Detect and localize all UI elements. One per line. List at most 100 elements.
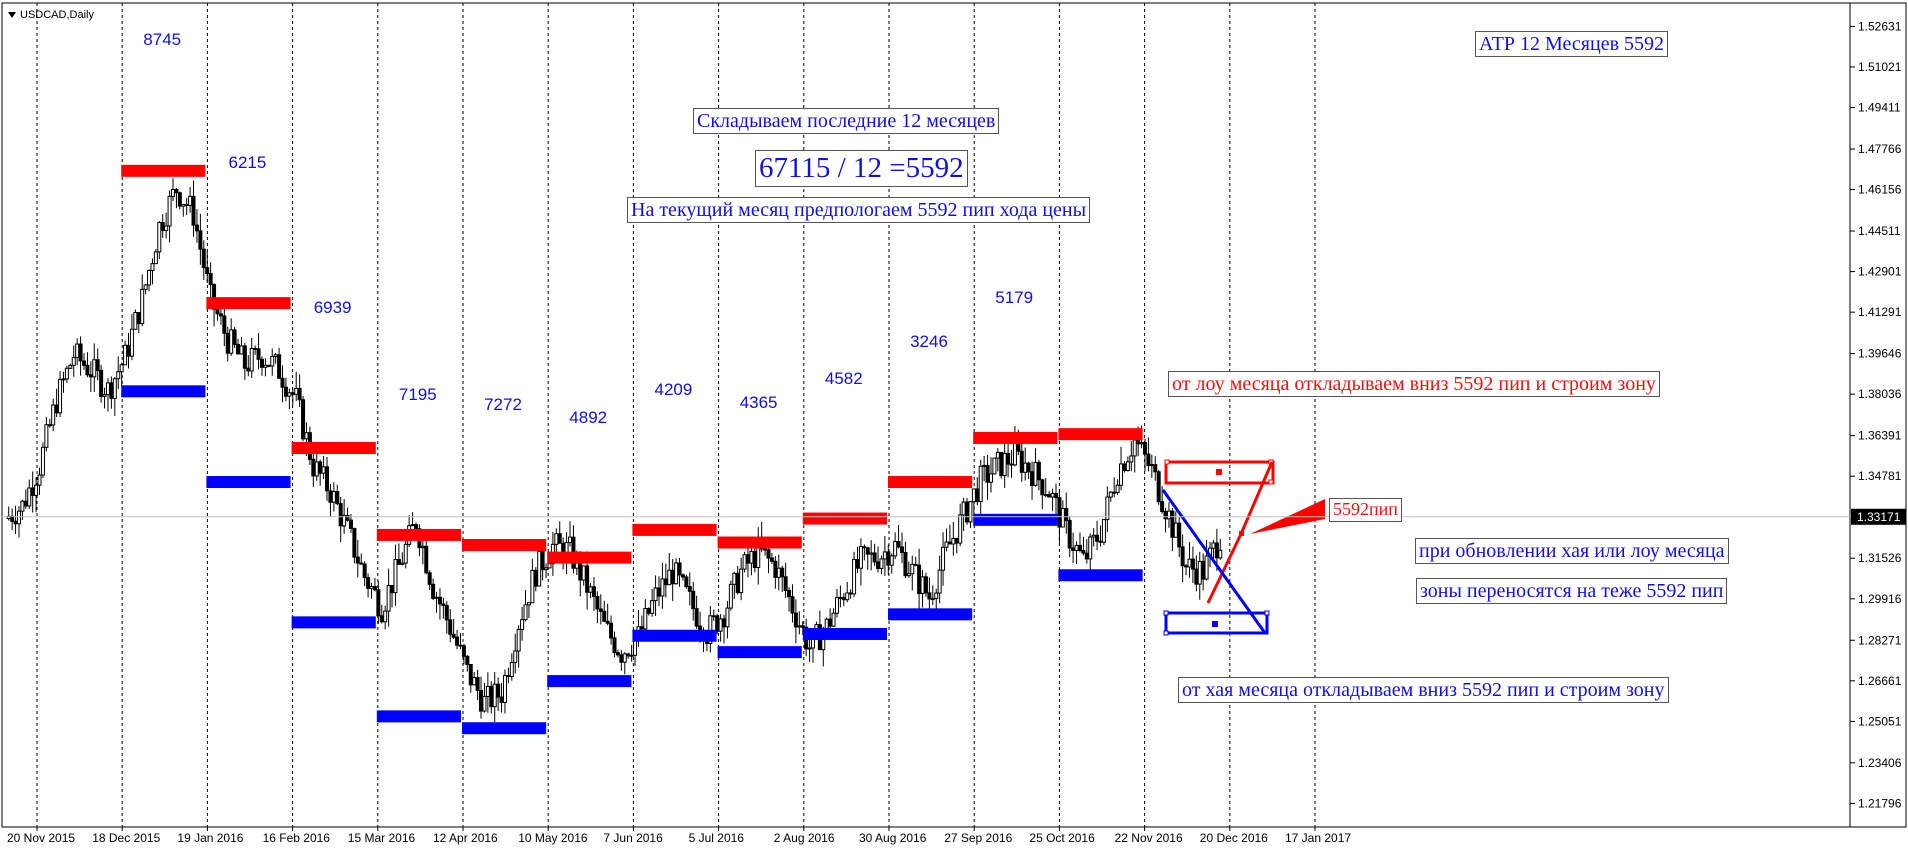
month-range-label: 4365 [739,392,778,412]
bearish-candle [646,607,651,614]
bullish-candle [742,554,747,570]
bearish-candle [1177,522,1182,548]
bullish-candle [369,586,374,589]
bearish-candle [872,552,877,563]
bullish-candle [393,559,398,594]
bullish-candle [188,195,193,206]
bearish-candle [301,399,306,440]
bullish-candle [16,510,21,525]
bearish-candle [325,466,330,492]
bullish-candle [971,488,976,503]
bearish-candle [253,347,258,350]
bearish-candle [1026,462,1031,473]
bullish-candle [61,378,66,381]
bullish-candle [410,524,415,527]
y-tick-label: 1.49411 [1858,101,1901,115]
bearish-candle [1214,542,1219,559]
bearish-candle [13,520,18,525]
bullish-candle [75,343,80,358]
bearish-candle [591,586,596,598]
bullish-candle [838,596,843,599]
bearish-candle [619,654,624,663]
bullish-candle [64,367,69,380]
bearish-candle [338,503,343,527]
bearish-candle [965,501,970,523]
bearish-candle [390,584,395,594]
bullish-candle [287,392,292,397]
bearish-candle [1067,519,1072,549]
bullish-candle [1211,542,1216,549]
bullish-candle [273,354,278,358]
bullish-candle [1166,510,1171,520]
time-axis: 20 Nov 2015 18 Dec 2015 19 Jan 2016 16 Feb … [7,827,1351,845]
y-tick-label: 1.21796 [1858,796,1902,810]
bearish-candle [602,610,607,622]
bearish-candle [396,559,401,565]
bearish-candle [431,583,436,599]
bearish-candle [609,622,614,639]
bearish-candle [865,547,870,555]
bullish-candle [537,550,542,587]
y-tick-label: 1.34781 [1858,469,1902,483]
price-axis-border [1849,2,1907,828]
bearish-candle [1163,510,1168,520]
bearish-candle [212,284,217,310]
bullish-candle [718,618,723,632]
y-tick-label: 1.44511 [1858,224,1901,238]
downward-projection-line [1161,489,1267,634]
bullish-candle [1101,519,1106,543]
bullish-candle [294,387,299,395]
bullish-candle [263,364,268,368]
bullish-candle [633,639,638,656]
y-tick-label: 1.29916 [1858,592,1902,606]
bearish-candle [752,550,757,569]
x-tick-label: 15 Mar 2016 [348,831,416,845]
month-low-level [547,675,632,688]
bearish-candle [1156,471,1161,503]
lower-zone-corner-marker [1163,610,1169,616]
bullish-candle [1043,494,1048,497]
upper-zone-corner-marker [1164,459,1170,465]
bearish-candle [923,576,928,594]
bullish-candle [140,288,145,325]
bullish-candle [150,263,155,271]
bearish-candle [862,546,867,549]
chevron-down-icon [8,12,16,19]
bullish-candle [544,567,549,571]
month-range-label: 7272 [484,395,522,415]
month-range-label: 4209 [654,379,693,399]
x-tick-label: 2 Aug 2016 [774,831,835,845]
bullish-candle [92,359,97,378]
bearish-candle [1136,439,1141,445]
month-high-level [291,442,376,455]
bearish-candle [441,603,446,607]
bullish-candle [1091,534,1096,538]
month-high-level [802,512,887,525]
bearish-candle [54,404,59,414]
transfer-note: зоны переносятся на теже 5592 пип [1416,578,1728,604]
month-range-label: 5179 [995,287,1034,307]
month-range-label: 4582 [824,368,863,388]
bullish-candle [749,550,754,564]
bearish-candle [899,546,904,553]
lower-zone-center-marker [1212,621,1218,627]
bullish-candle [1105,496,1110,521]
grid-lines [36,3,1316,827]
bullish-candle [1023,462,1028,473]
bearish-candle [47,424,52,427]
bearish-candle [444,605,449,621]
symbol-label[interactable]: USDCAD,Daily [8,9,94,21]
bearish-candle [222,315,227,334]
upward-line-point-marker [1239,531,1244,536]
bearish-candle [335,491,340,505]
month-high-level [973,431,1058,444]
month-low-level [121,385,206,398]
bearish-candle [1057,497,1062,528]
bullish-candle [653,587,658,602]
bearish-candle [242,345,247,369]
bearish-candle [359,562,364,565]
y-tick-label: 1.46156 [1858,183,1902,197]
bearish-candle [975,488,980,503]
bearish-candle [1006,452,1011,465]
month-high-level [888,476,973,489]
